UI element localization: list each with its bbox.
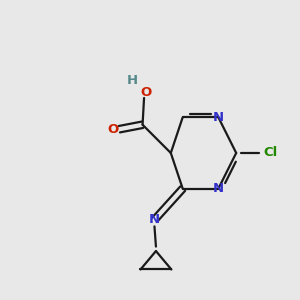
Text: O: O bbox=[108, 123, 119, 136]
Text: O: O bbox=[140, 85, 151, 98]
Text: N: N bbox=[213, 182, 224, 195]
Text: H: H bbox=[127, 74, 138, 87]
Text: Cl: Cl bbox=[263, 146, 277, 160]
Text: N: N bbox=[213, 111, 224, 124]
Text: N: N bbox=[149, 213, 160, 226]
